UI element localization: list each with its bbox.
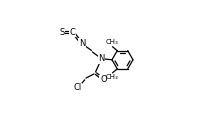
Text: O: O	[100, 75, 107, 84]
Text: N: N	[79, 39, 85, 48]
Text: Cl: Cl	[73, 83, 81, 92]
Text: C: C	[69, 28, 75, 37]
Text: CH₃: CH₃	[106, 39, 119, 45]
Text: N: N	[98, 54, 105, 63]
Text: CH₃: CH₃	[106, 74, 119, 80]
Text: S: S	[59, 28, 65, 37]
